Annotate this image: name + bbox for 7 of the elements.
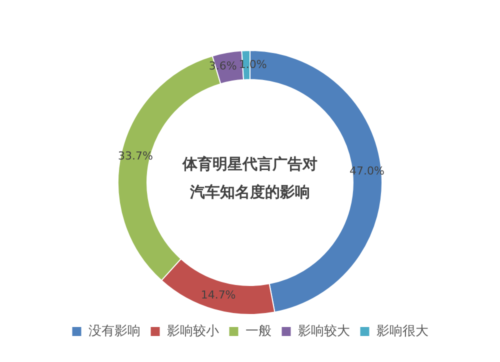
legend-label: 影响较大 xyxy=(298,324,350,339)
legend-label: 影响很大 xyxy=(376,324,428,339)
legend-label: 影响较小 xyxy=(166,324,219,339)
data-label: 14.7% xyxy=(200,288,236,302)
legend-label: 一般 xyxy=(245,324,272,339)
legend-label: 没有影响 xyxy=(88,324,140,339)
text: 体育明星代言广告对汽车知名度的影响 xyxy=(181,154,318,203)
